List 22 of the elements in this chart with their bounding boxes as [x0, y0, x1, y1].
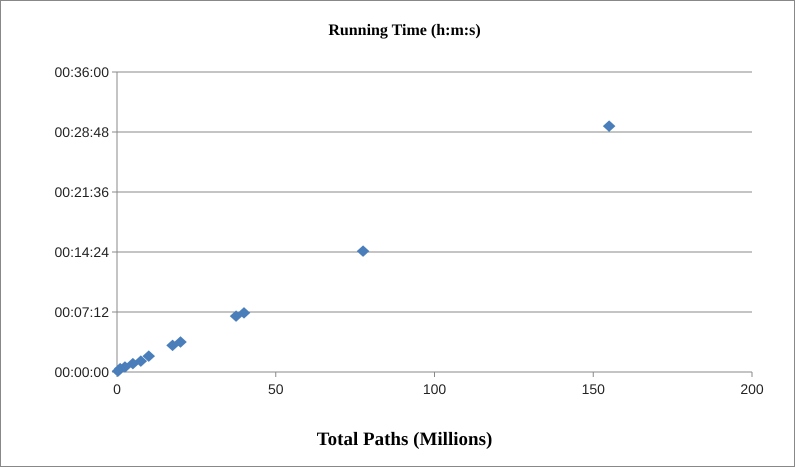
y-tick-label: 00:36:00 — [54, 64, 110, 80]
y-tick-label: 00:28:48 — [54, 124, 110, 140]
point — [602, 120, 616, 132]
x-axis-title: Total Paths (Millions) — [316, 429, 492, 450]
point — [142, 350, 156, 362]
y-tick-label: 00:14:24 — [54, 244, 110, 260]
point — [166, 340, 179, 352]
x-tick-label: 200 — [740, 381, 764, 397]
point — [356, 245, 370, 257]
x-tick-label: 50 — [268, 381, 284, 397]
point — [174, 336, 187, 348]
point — [134, 355, 148, 367]
chart-title: Running Time (h:m:s) — [328, 22, 481, 39]
point — [126, 358, 140, 370]
y-tick-label: 00:00:00 — [54, 364, 110, 380]
point — [230, 310, 242, 322]
x-tick-label: 100 — [422, 381, 446, 397]
x-tick-label: 0 — [113, 381, 122, 397]
point — [238, 307, 250, 319]
y-tick-label: 00:21:36 — [54, 184, 110, 200]
x-tick-label: 150 — [582, 381, 606, 397]
y-tick-label: 00:07:12 — [54, 304, 110, 320]
